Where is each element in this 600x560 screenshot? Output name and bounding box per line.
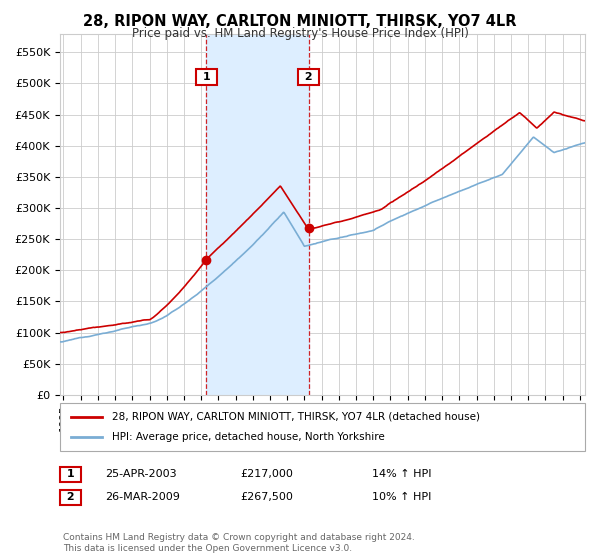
Text: 1: 1 bbox=[199, 72, 214, 82]
Text: 1: 1 bbox=[63, 469, 79, 479]
Text: 2: 2 bbox=[301, 72, 316, 82]
Text: Price paid vs. HM Land Registry's House Price Index (HPI): Price paid vs. HM Land Registry's House … bbox=[131, 27, 469, 40]
Text: 28, RIPON WAY, CARLTON MINIOTT, THIRSK, YO7 4LR: 28, RIPON WAY, CARLTON MINIOTT, THIRSK, … bbox=[83, 14, 517, 29]
Text: 2: 2 bbox=[63, 492, 79, 502]
Text: 28, RIPON WAY, CARLTON MINIOTT, THIRSK, YO7 4LR (detached house): 28, RIPON WAY, CARLTON MINIOTT, THIRSK, … bbox=[113, 412, 481, 422]
Text: £267,500: £267,500 bbox=[240, 492, 293, 502]
Text: Contains HM Land Registry data © Crown copyright and database right 2024.
This d: Contains HM Land Registry data © Crown c… bbox=[63, 533, 415, 553]
Text: 25-APR-2003: 25-APR-2003 bbox=[105, 469, 176, 479]
Text: 10% ↑ HPI: 10% ↑ HPI bbox=[372, 492, 431, 502]
Bar bbox=[206, 34, 308, 395]
Text: 26-MAR-2009: 26-MAR-2009 bbox=[105, 492, 180, 502]
FancyBboxPatch shape bbox=[60, 403, 585, 451]
Text: HPI: Average price, detached house, North Yorkshire: HPI: Average price, detached house, Nort… bbox=[113, 432, 385, 442]
Text: 14% ↑ HPI: 14% ↑ HPI bbox=[372, 469, 431, 479]
Text: £217,000: £217,000 bbox=[240, 469, 293, 479]
